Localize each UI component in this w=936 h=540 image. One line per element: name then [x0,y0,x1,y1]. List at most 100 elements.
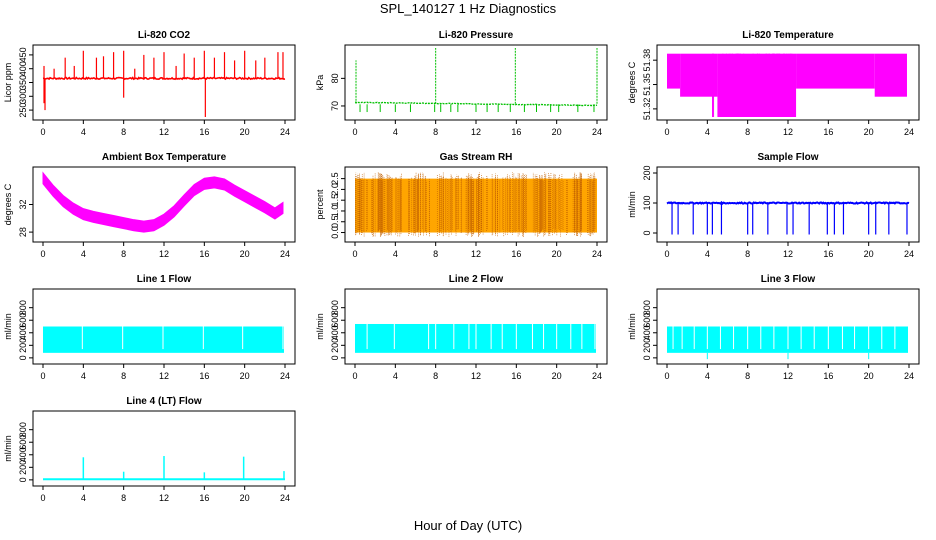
x-tick-label: 12 [159,493,169,503]
y-tick-label: 0.0 [330,226,340,239]
x-tick-label: 16 [823,127,833,137]
y-axis-label: ml/min [627,313,637,340]
x-tick-label: 8 [745,371,750,381]
x-tick-label: 4 [81,127,86,137]
x-tick-label: 8 [121,371,126,381]
y-tick-label: 100 [642,195,652,210]
y-tick-label: 70 [330,101,340,111]
flow-band [667,326,908,353]
y-tick-label: 80 [330,73,340,83]
temp-block [667,53,681,89]
panel-10: Line 4 (LT) Flow ml/min 0 4 8 12 16 20 24 0 200400… [3,396,296,503]
x-tick-label: 0 [352,249,357,259]
sample-flow-line [666,200,910,205]
data-series [355,323,596,353]
y-tick-label: 250 [18,103,28,118]
y-tick-label: 28 [18,227,28,237]
x-tick-label: 12 [783,249,793,259]
x-tick-label: 24 [592,127,602,137]
panel-title: Line 2 Flow [449,274,504,285]
y-axis-label: ml/min [315,313,325,340]
panel-title: Line 3 Flow [761,274,816,285]
x-tick-label: 4 [393,371,398,381]
page-title: SPL_140127 1 Hz Diagnostics [379,1,557,16]
x-tick-label: 4 [393,127,398,137]
x-tick-label: 12 [159,127,169,137]
x-tick-label: 24 [592,371,602,381]
y-tick-label: 350 [18,75,28,90]
x-tick-label: 12 [159,371,169,381]
x-tick-label: 16 [199,371,209,381]
panel-5: Gas Stream RH percent 0 4 8 12 16 20 24 0.00.51.0… [315,152,608,259]
panel-7: Line 1 Flow ml/min 0 4 8 12 16 20 24 0 20040060080… [3,274,296,381]
x-tick-label: 16 [199,249,209,259]
y-axis-label: Licor ppm [3,63,13,103]
data-series [355,172,597,237]
x-tick-label: 12 [471,371,481,381]
x-tick-label: 20 [240,127,250,137]
x-tick-label: 16 [199,127,209,137]
x-tick-label: 16 [511,127,521,137]
x-tick-label: 0 [352,127,357,137]
y-tick-label: 200 [18,338,28,353]
y-tick-label: 450 [18,47,28,62]
y-tick-label: 400 [18,325,28,340]
data-series [42,50,286,117]
panel-title: Li-820 Pressure [439,30,514,41]
panel-4: Ambient Box Temperature degrees C 0 4 8 12 16 2… [3,152,296,259]
y-axis-label: degrees C [3,183,13,225]
y-tick-label: 200 [18,460,28,475]
x-tick-label: 4 [705,371,710,381]
y-tick-label: 2.0 [330,183,340,196]
flow-band [355,323,596,353]
data-series [42,171,284,233]
y-tick-label: 400 [642,325,652,340]
y-tick-label: 0 [18,355,28,360]
y-tick-label: 800 [18,422,28,437]
y-tick-label: 600 [330,313,340,328]
y-tick-label: 800 [642,300,652,315]
y-tick-label: 0 [642,355,652,360]
x-tick-label: 16 [511,249,521,259]
x-tick-label: 16 [199,493,209,503]
x-tick-label: 4 [81,493,86,503]
x-tick-label: 24 [592,249,602,259]
x-tick-label: 4 [81,371,86,381]
x-tick-label: 16 [823,249,833,259]
temp-block [680,53,718,97]
x-tick-label: 16 [823,371,833,381]
x-tick-label: 0 [40,371,45,381]
x-tick-label: 8 [433,371,438,381]
y-tick-label: 0 [330,355,340,360]
y-tick-label: 200 [642,165,652,180]
y-axis-label: ml/min [3,435,13,462]
x-tick-label: 24 [280,371,290,381]
x-tick-label: 20 [864,249,874,259]
data-series [43,326,284,353]
y-tick-label: 800 [330,300,340,315]
y-tick-label: 0.5 [330,215,340,228]
data-series [354,48,598,113]
y-tick-label: 32 [18,199,28,209]
y-axis-label: ml/min [3,313,13,340]
data-series [667,53,907,117]
y-tick-label: 2.5 [330,172,340,185]
y-tick-label: 0 [642,230,652,235]
flow-band [43,326,284,353]
y-tick-label: 200 [642,338,652,353]
panel-6: Sample Flow ml/min 0 4 8 12 16 20 24 0 100 200 [627,152,920,259]
x-tick-label: 8 [433,127,438,137]
x-tick-label: 20 [552,127,562,137]
x-tick-label: 24 [280,493,290,503]
y-tick-label: 200 [330,338,340,353]
panel-title: Li-820 Temperature [742,30,834,41]
x-tick-label: 0 [352,371,357,381]
x-tick-label: 8 [433,249,438,259]
x-tick-label: 0 [664,249,669,259]
x-tick-label: 20 [864,371,874,381]
x-tick-label: 4 [393,249,398,259]
y-tick-label: 51.32 [642,98,652,121]
x-tick-label: 8 [121,127,126,137]
